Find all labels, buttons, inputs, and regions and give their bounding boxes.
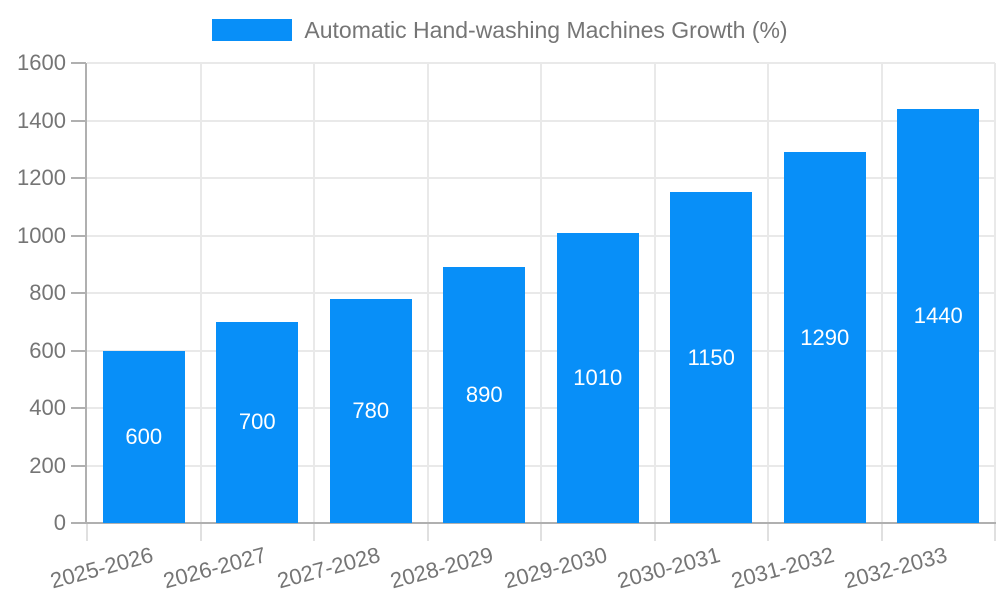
y-axis-tick-label: 1400 xyxy=(17,107,66,133)
y-axis-tick xyxy=(71,349,86,352)
x-axis-tick-label: 2032-2033 xyxy=(841,542,950,594)
x-axis-tick xyxy=(653,523,656,541)
x-axis-tick xyxy=(880,523,883,541)
bar: 890 xyxy=(443,267,526,523)
bar: 600 xyxy=(102,350,185,523)
x-gridline xyxy=(199,63,202,523)
y-axis-tick xyxy=(71,62,86,64)
x-axis-tick xyxy=(426,523,429,541)
x-axis-tick-label: 2027-2028 xyxy=(274,542,383,594)
y-axis-tick xyxy=(71,292,86,294)
y-axis-tick-label: 200 xyxy=(29,452,66,478)
bar: 1150 xyxy=(670,192,753,523)
x-axis-tick xyxy=(767,523,769,541)
x-axis-tick xyxy=(86,523,88,541)
y-axis-tick-label: 800 xyxy=(29,280,66,305)
bar: 1290 xyxy=(783,152,866,523)
bar-value-label: 1290 xyxy=(800,324,850,350)
x-gridline xyxy=(540,63,542,523)
y-axis-tick xyxy=(71,522,86,524)
y-axis-tick xyxy=(71,234,86,237)
bar-value-label: 600 xyxy=(125,423,163,449)
x-axis-tick-label: 2028-2029 xyxy=(387,542,496,594)
bar-value-label: 1010 xyxy=(573,364,623,390)
bar: 780 xyxy=(329,298,412,523)
bar: 1010 xyxy=(556,232,639,523)
y-axis-tick xyxy=(71,119,86,122)
y-axis-tick-label: 1000 xyxy=(17,222,66,248)
x-axis-tick xyxy=(994,523,996,541)
x-axis-line xyxy=(85,522,996,524)
x-gridline xyxy=(767,63,769,523)
x-gridline xyxy=(313,63,315,523)
y-axis-tick-label: 1200 xyxy=(17,165,66,190)
y-axis-tick-label: 0 xyxy=(53,510,66,535)
x-axis-tick-label: 2025-2026 xyxy=(47,542,156,594)
legend-label: Automatic Hand-washing Machines Growth (… xyxy=(304,17,788,43)
x-axis-tick-label: 2026-2027 xyxy=(160,542,269,594)
bar-value-label: 780 xyxy=(352,397,390,423)
x-axis-tick-label: 2029-2030 xyxy=(501,542,610,594)
x-axis-tick xyxy=(313,523,315,541)
bar-value-label: 890 xyxy=(465,382,503,408)
y-axis-tick-label: 400 xyxy=(29,395,66,420)
y-axis-tick xyxy=(71,177,86,179)
x-axis-tick xyxy=(540,523,542,541)
bar-value-label: 1440 xyxy=(913,303,963,328)
bar: 1440 xyxy=(897,109,980,523)
bar-value-label: 1150 xyxy=(687,344,735,370)
x-axis-tick xyxy=(199,523,202,541)
y-axis-tick xyxy=(71,407,86,409)
x-gridline xyxy=(994,63,996,523)
y-axis-tick-label: 600 xyxy=(29,337,66,363)
x-gridline xyxy=(426,63,429,523)
x-gridline xyxy=(880,63,883,523)
legend[interactable]: Automatic Hand-washing Machines Growth (… xyxy=(0,17,1000,43)
legend-swatch-icon xyxy=(212,19,293,41)
y-axis-tick-label: 1600 xyxy=(17,50,66,75)
x-gridline xyxy=(653,63,656,523)
y-axis-line xyxy=(85,63,87,523)
bar: 700 xyxy=(216,321,299,523)
bar-value-label: 700 xyxy=(238,409,276,435)
x-axis-tick-label: 2030-2031 xyxy=(614,542,723,594)
x-axis-tick-label: 2031-2032 xyxy=(728,542,837,594)
y-axis-tick xyxy=(71,464,86,467)
